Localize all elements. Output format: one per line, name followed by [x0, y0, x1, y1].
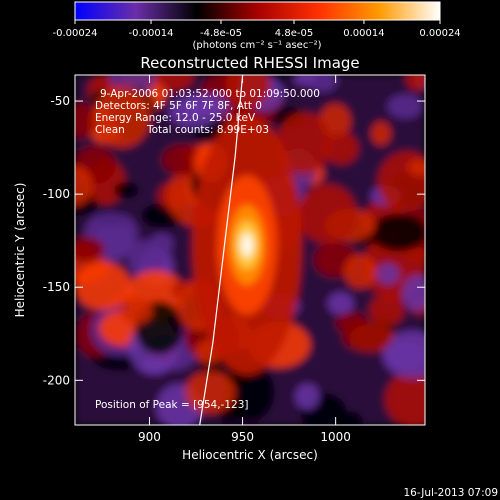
detectors-annotation: Detectors: 4F 5F 6F 7F 8F, Att 0 [95, 100, 262, 112]
y-axis-tick-label: -50 [50, 94, 70, 108]
colorbar-unit-label: (photons cm⁻² s⁻¹ asec⁻²) [192, 40, 321, 51]
solar-limb-line [199, 75, 244, 425]
colorbar: -0.00024 -0.00014 -4.8e-05 4.8e-05 0.00014 0.… [53, 1, 461, 51]
y-axis-tick-label: -200 [43, 373, 70, 387]
y-axis-label: Heliocentric Y (arcsec) [13, 183, 27, 318]
colorbar-gradient [74, 1, 441, 21]
colorbar-tick-label: -0.00014 [129, 28, 174, 39]
footer-timestamp: 16-Jul-2013 07:09 [403, 487, 498, 499]
x-axis-label: Heliocentric X (arcsec) [182, 448, 318, 462]
chart-title: Reconstructed RHESSI Image [140, 54, 359, 72]
plot-area: 900 950 1000 -50 -100 -150 -200 [43, 74, 426, 444]
y-axis-tick-label: -150 [43, 280, 70, 294]
x-axis-tick-label: 1000 [320, 430, 351, 444]
colorbar-tick-label: -4.8e-05 [200, 28, 242, 39]
x-axis-tick-label: 900 [138, 430, 161, 444]
colorbar-tick-label: 0.00014 [343, 28, 384, 39]
energy-annotation: Energy Range: 12.0 - 25.0 keV [95, 112, 256, 124]
colorbar-tick-label: -0.00024 [53, 28, 98, 39]
peak-annotation: Position of Peak = [954,-123] [95, 399, 249, 411]
colorbar-tick-label: 0.00024 [419, 28, 460, 39]
counts-annotation: Total counts: 8.99E+03 [146, 124, 269, 136]
plot-frame [74, 74, 426, 426]
axis-ticks: 900 950 1000 -50 -100 -150 -200 [43, 75, 425, 444]
colorbar-tick-label: 4.8e-05 [275, 28, 313, 39]
x-axis-tick-label: 950 [231, 430, 254, 444]
time-range-annotation: 9-Apr-2006 01:03:52.000 to 01:09:50.000 [100, 88, 320, 100]
colorbar-ticks: -0.00024 -0.00014 -4.8e-05 4.8e-05 0.00014 0.… [53, 20, 461, 39]
y-axis-tick-label: -100 [43, 187, 70, 201]
algorithm-annotation: Clean [95, 124, 125, 136]
